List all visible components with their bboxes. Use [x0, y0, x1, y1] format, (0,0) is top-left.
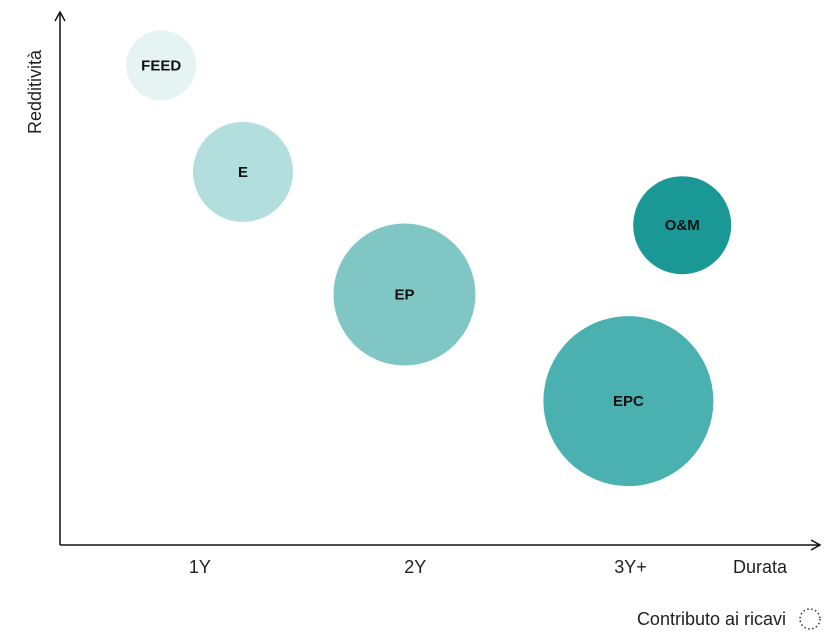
y-axis-label: Redditività: [25, 49, 45, 134]
x-tick-label: 3Y+: [614, 557, 647, 577]
bubble: [193, 121, 294, 222]
bubble-label: EPC: [613, 393, 644, 410]
bubble-label: E: [238, 164, 248, 181]
legend-icon: [799, 608, 821, 630]
bubble: [333, 223, 476, 366]
bubble-label: EP: [394, 286, 414, 303]
bubble-label: FEED: [141, 57, 181, 74]
bubble: [543, 316, 714, 487]
bubble: [633, 176, 732, 275]
x-tick-label: 1Y: [189, 557, 211, 577]
legend-label: Contributo ai ricavi: [637, 609, 786, 629]
x-axis-label: Durata: [733, 557, 788, 577]
x-tick-label: 2Y: [404, 557, 426, 577]
bubble-label: O&M: [665, 217, 700, 234]
bubble: [126, 30, 197, 101]
